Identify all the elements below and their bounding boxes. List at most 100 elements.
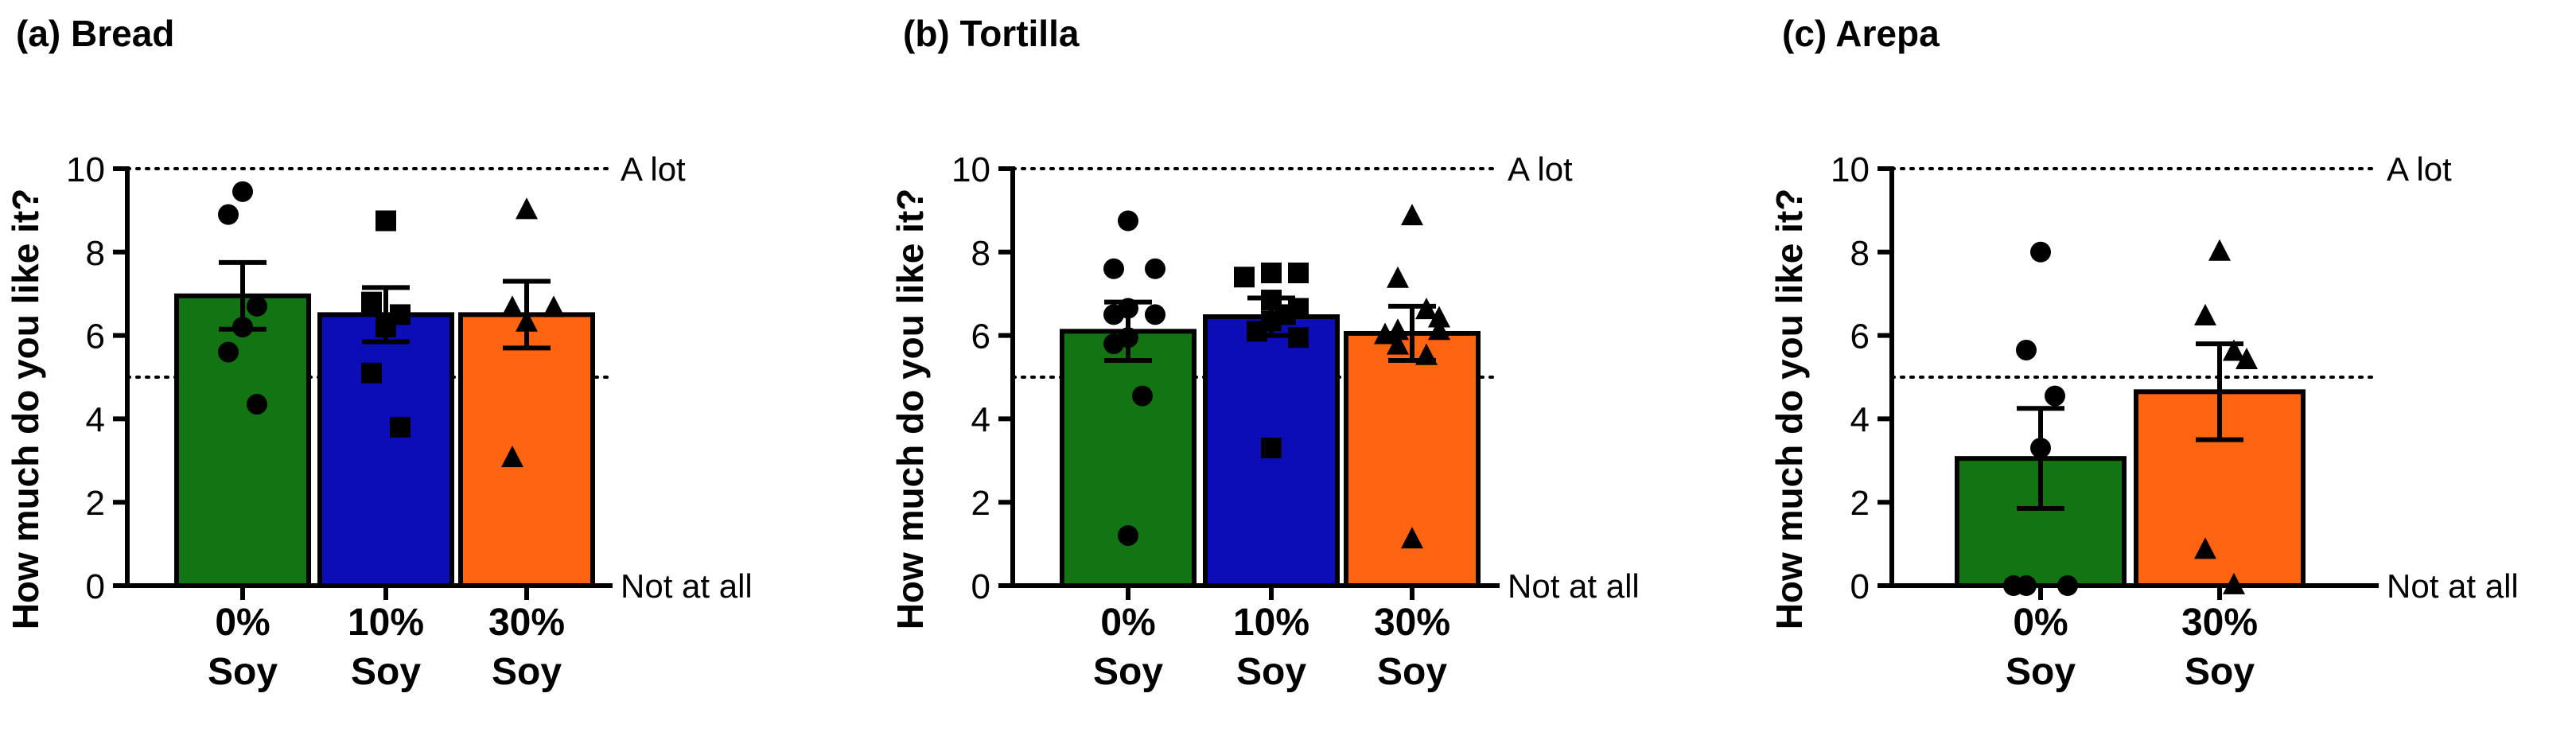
y-tick-label: 6	[971, 317, 990, 356]
data-point	[2016, 339, 2037, 360]
data-point	[232, 181, 253, 202]
x-tick-label: Soy	[2006, 651, 2076, 693]
data-point	[1387, 333, 1409, 355]
data-point	[218, 341, 239, 363]
data-point	[376, 317, 396, 338]
y-tick-label: 2	[1850, 484, 1870, 523]
data-point	[1428, 306, 1450, 328]
data-point	[1261, 438, 1282, 459]
data-point	[543, 295, 565, 317]
data-point	[1261, 263, 1282, 283]
data-point	[1401, 204, 1423, 226]
x-tick-label: Soy	[492, 651, 562, 693]
data-point	[247, 295, 267, 317]
data-point	[2194, 303, 2216, 325]
x-tick-label: Soy	[208, 651, 278, 693]
chart-panel-3: (c) Arepa How much do you like it? A lot No…	[1769, 13, 2519, 693]
data-point	[2194, 537, 2216, 559]
x-tick-label: Soy	[2185, 651, 2255, 693]
y-axis-title: How much do you like it?	[5, 189, 46, 630]
data-point	[1145, 258, 1165, 279]
data-point	[501, 446, 523, 468]
y-axis-title: How much do you like it?	[1769, 189, 1810, 630]
data-point	[1415, 343, 1438, 365]
data-point	[218, 204, 239, 225]
x-tick-label: 30%	[1374, 602, 1450, 644]
data-point	[1103, 258, 1124, 279]
x-tick-label: Soy	[351, 651, 421, 693]
data-point	[501, 295, 523, 317]
y-axis-title: How much do you like it?	[889, 189, 931, 630]
data-point	[376, 210, 396, 232]
x-tick-label: 30%	[2181, 602, 2258, 644]
x-tick-label: 30%	[488, 602, 565, 644]
chart-panel-1: (a) Bread How much do you like it? A lot No…	[5, 13, 753, 693]
bar	[317, 312, 454, 588]
y-tick-label: 2	[971, 484, 990, 523]
chart-panel-2: (b) Tortilla How much do you like it? A lo…	[889, 13, 1640, 693]
data-point	[1103, 304, 1124, 325]
y-tick-label: 4	[1850, 400, 1870, 439]
y-tick-label: 0	[86, 567, 105, 606]
reference-label: A lot	[2387, 150, 2452, 188]
data-point	[1145, 304, 1165, 325]
y-tick-label: 8	[971, 234, 990, 273]
data-point	[516, 310, 538, 332]
y-tick-label: 2	[86, 484, 105, 523]
data-point	[516, 197, 538, 220]
data-point	[2045, 385, 2065, 407]
x-tick-label: Soy	[1236, 651, 1306, 693]
data-point	[1374, 322, 1396, 345]
x-tick-label: 0%	[2013, 602, 2068, 644]
data-point	[1118, 525, 1138, 547]
data-point	[1118, 210, 1138, 232]
y-tick-label: 10	[1831, 150, 1870, 189]
data-point	[1288, 263, 1309, 283]
data-point	[2208, 239, 2231, 261]
data-point	[1387, 318, 1409, 341]
chart-title: (a) Bread	[16, 13, 174, 54]
y-tick-label: 4	[86, 400, 105, 439]
data-point	[1401, 527, 1423, 549]
y-tick-label: 10	[66, 150, 105, 189]
y-tick-label: 4	[971, 400, 990, 439]
y-tick-label: 6	[86, 317, 105, 356]
y-tick-label: 0	[1850, 567, 1870, 606]
chart-title: (c) Arepa	[1782, 13, 1940, 54]
data-point	[1415, 298, 1438, 320]
data-point	[2030, 241, 2051, 263]
y-tick-label: 6	[1850, 317, 1870, 356]
data-point	[361, 362, 382, 384]
x-tick-label: 0%	[1100, 602, 1155, 644]
data-point	[1247, 321, 1267, 342]
data-point	[2236, 347, 2258, 369]
x-tick-label: Soy	[1377, 651, 1447, 693]
bar	[458, 312, 595, 588]
reference-label: A lot	[1508, 150, 1573, 188]
reference-label: A lot	[621, 150, 686, 188]
data-point	[2223, 339, 2245, 361]
data-point	[2030, 438, 2051, 459]
data-point	[1103, 333, 1124, 355]
x-tick-label: 10%	[1233, 602, 1309, 644]
data-point	[232, 317, 253, 338]
data-point	[390, 416, 411, 438]
x-tick-label: 0%	[215, 602, 270, 644]
y-tick-label: 0	[971, 567, 990, 606]
data-point	[247, 394, 267, 415]
data-point	[1288, 327, 1309, 349]
data-point	[1234, 267, 1255, 288]
y-tick-label: 8	[1850, 234, 1870, 273]
y-tick-label: 8	[86, 234, 105, 273]
reference-label: Not at all	[2387, 567, 2519, 605]
bar	[1060, 329, 1197, 588]
data-point	[1428, 318, 1450, 341]
data-point	[361, 291, 382, 313]
bar	[174, 293, 311, 588]
data-point	[1132, 385, 1153, 407]
data-point	[1387, 266, 1409, 288]
y-tick-label: 10	[951, 150, 990, 189]
reference-label: Not at all	[621, 567, 753, 605]
x-tick-label: 10%	[348, 602, 424, 644]
